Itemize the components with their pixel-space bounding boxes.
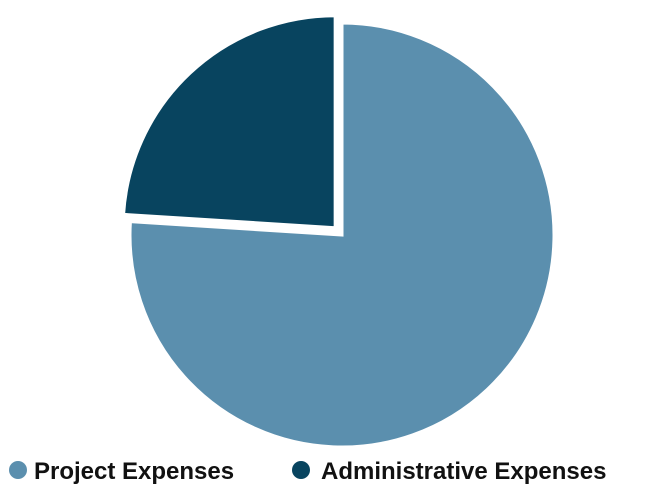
legend-label-administrative-expenses: Administrative Expenses (321, 458, 606, 484)
legend-label-project-expenses: Project Expenses (34, 458, 234, 484)
legend-swatch-project-expenses (9, 461, 27, 479)
legend-item-administrative-expenses: Administrative Expenses (292, 458, 606, 484)
legend-swatch-administrative-expenses (292, 461, 310, 479)
pie-slice-administrative-expenses (121, 14, 337, 230)
legend-item-project-expenses: Project Expenses (9, 458, 234, 484)
pie-slice-project-expenses (128, 21, 556, 449)
legend: Project Expenses Administrative Expenses (9, 458, 606, 484)
pie-slices (121, 14, 556, 449)
